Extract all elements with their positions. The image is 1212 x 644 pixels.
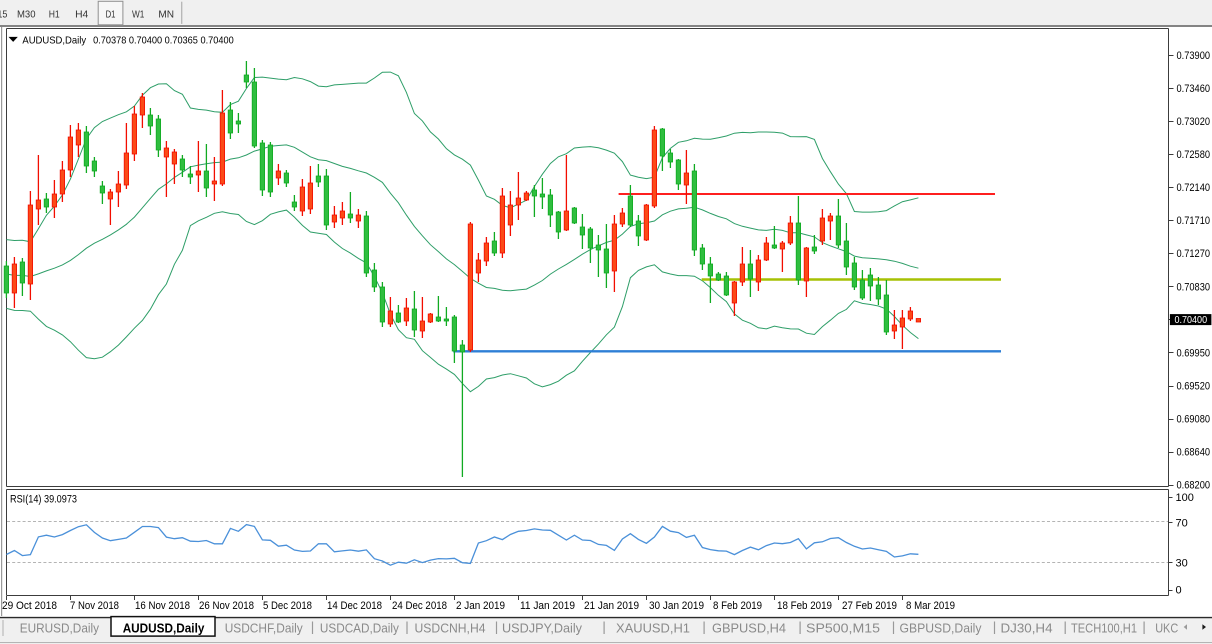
- svg-text:2 Jan 2019: 2 Jan 2019: [456, 600, 505, 612]
- svg-text:0.71270: 0.71270: [1177, 248, 1211, 260]
- svg-text:USDCHF,Daily: USDCHF,Daily: [225, 621, 303, 636]
- svg-text:11 Jan 2019: 11 Jan 2019: [520, 600, 575, 612]
- svg-text:0.72580: 0.72580: [1177, 149, 1211, 161]
- svg-text:0.68200: 0.68200: [1177, 480, 1211, 492]
- svg-text:USDCNH,H4: USDCNH,H4: [415, 621, 486, 636]
- svg-text:RSI(14) 39.0973: RSI(14) 39.0973: [10, 494, 77, 506]
- svg-text:H1: H1: [49, 10, 60, 21]
- svg-text:7 Nov 2018: 7 Nov 2018: [70, 600, 119, 612]
- svg-text:0.69520: 0.69520: [1177, 380, 1211, 392]
- svg-text:14 Dec 2018: 14 Dec 2018: [327, 600, 382, 612]
- svg-text:USDJPY,Daily: USDJPY,Daily: [502, 621, 582, 636]
- svg-text:0.70400: 0.70400: [1175, 315, 1208, 326]
- svg-text:26 Nov 2018: 26 Nov 2018: [199, 600, 254, 612]
- svg-text:0.71710: 0.71710: [1177, 215, 1211, 227]
- svg-text:UKC: UKC: [1155, 621, 1178, 636]
- svg-text:0.70830: 0.70830: [1177, 281, 1211, 293]
- svg-text:30: 30: [1176, 557, 1188, 569]
- svg-text:EURUSD,Daily: EURUSD,Daily: [20, 621, 100, 636]
- svg-text:SP500,M15: SP500,M15: [806, 621, 880, 636]
- svg-text:MN: MN: [158, 10, 174, 21]
- svg-text:GBPUSD,H4: GBPUSD,H4: [712, 621, 786, 636]
- svg-text:0.68640: 0.68640: [1177, 447, 1211, 459]
- svg-text:DJ30,H4: DJ30,H4: [1001, 621, 1053, 636]
- svg-text:0.73460: 0.73460: [1177, 83, 1211, 95]
- svg-text:W1: W1: [132, 10, 145, 21]
- svg-text:30 Jan 2019: 30 Jan 2019: [649, 600, 704, 612]
- svg-text:0.69080: 0.69080: [1177, 413, 1211, 425]
- svg-text:16 Nov 2018: 16 Nov 2018: [135, 600, 190, 612]
- svg-text:24 Dec 2018: 24 Dec 2018: [392, 600, 447, 612]
- svg-text:0.73020: 0.73020: [1177, 116, 1211, 128]
- svg-text:70: 70: [1176, 517, 1188, 529]
- svg-text:0.69950: 0.69950: [1177, 347, 1211, 359]
- svg-text:USDCAD,Daily: USDCAD,Daily: [320, 621, 399, 636]
- svg-text:21 Jan 2019: 21 Jan 2019: [584, 600, 639, 612]
- svg-text:M30: M30: [17, 10, 36, 21]
- svg-text:0: 0: [1176, 584, 1182, 596]
- svg-text:AUDUSD,Daily: AUDUSD,Daily: [22, 36, 86, 47]
- svg-text:0.73900: 0.73900: [1177, 50, 1211, 62]
- svg-text:XAUUSD,H1: XAUUSD,H1: [616, 621, 690, 636]
- svg-text:8 Feb 2019: 8 Feb 2019: [713, 600, 762, 612]
- svg-text:TECH100,H1: TECH100,H1: [1071, 621, 1137, 636]
- svg-text:AUDUSD,Daily: AUDUSD,Daily: [123, 621, 205, 636]
- svg-text:GBPUSD,Daily: GBPUSD,Daily: [900, 621, 982, 636]
- svg-text:0.70378 0.70400 0.70365 0.7040: 0.70378 0.70400 0.70365 0.70400: [93, 36, 234, 47]
- svg-text:15: 15: [0, 10, 8, 21]
- svg-text:0.72140: 0.72140: [1177, 182, 1211, 194]
- svg-text:D1: D1: [106, 10, 116, 21]
- svg-text:18 Feb 2019: 18 Feb 2019: [777, 600, 832, 612]
- svg-text:27 Feb 2019: 27 Feb 2019: [842, 600, 897, 612]
- svg-text:8 Mar 2019: 8 Mar 2019: [906, 600, 955, 612]
- svg-text:5 Dec 2018: 5 Dec 2018: [263, 600, 312, 612]
- svg-text:100: 100: [1176, 492, 1194, 504]
- svg-text:H4: H4: [75, 10, 88, 21]
- svg-text:29 Oct 2018: 29 Oct 2018: [2, 600, 57, 612]
